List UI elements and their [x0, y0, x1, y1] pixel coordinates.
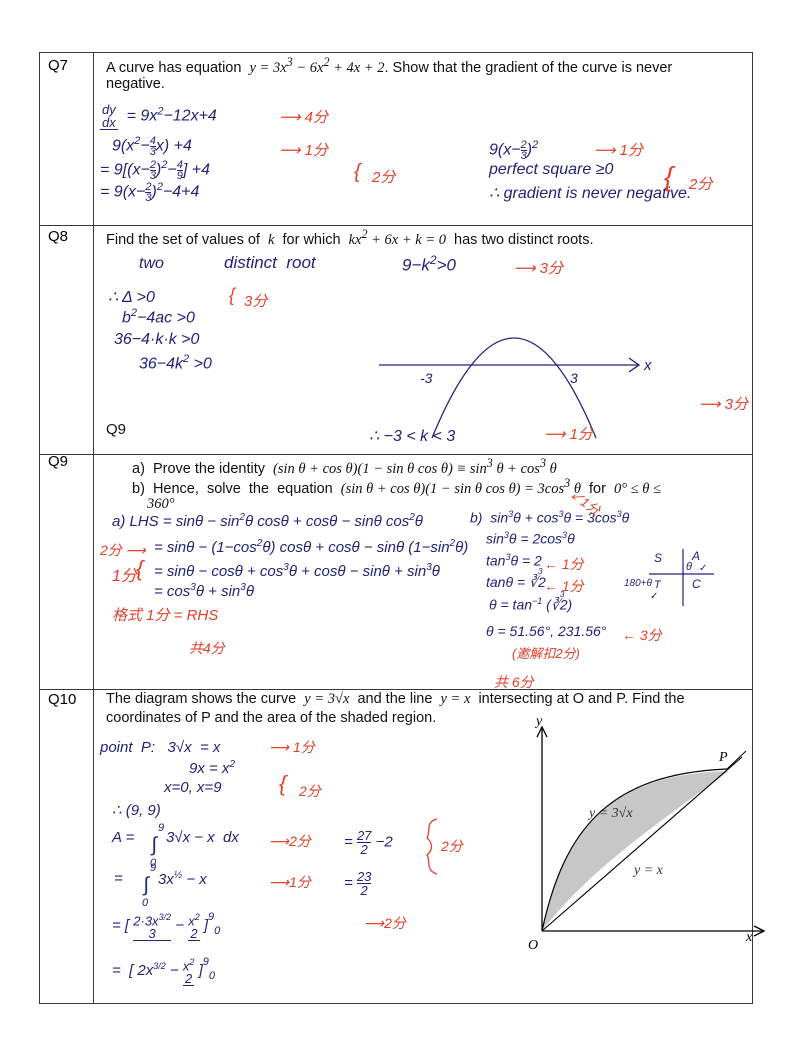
svg-text:x: x — [643, 357, 652, 374]
svg-text:y = 3√x: y = 3√x — [587, 806, 633, 821]
svg-text:θ: θ — [686, 561, 692, 573]
svg-text:y: y — [534, 714, 543, 729]
svg-text:C: C — [692, 577, 701, 591]
svg-text:2分: 2分 — [440, 838, 465, 854]
svg-text:y = x: y = x — [632, 863, 664, 878]
svg-text:O: O — [528, 938, 538, 953]
svg-text:180+θ: 180+θ — [624, 578, 653, 589]
svg-text:S: S — [654, 551, 662, 565]
svg-text:x: x — [745, 930, 753, 945]
svg-text:✓: ✓ — [699, 563, 707, 574]
svg-text:T: T — [654, 579, 662, 591]
svg-text:✓: ✓ — [650, 591, 658, 602]
svg-text:3: 3 — [570, 370, 578, 386]
svg-text:A: A — [691, 549, 700, 563]
svg-text:P: P — [718, 750, 728, 765]
svg-text:-3: -3 — [420, 370, 433, 386]
